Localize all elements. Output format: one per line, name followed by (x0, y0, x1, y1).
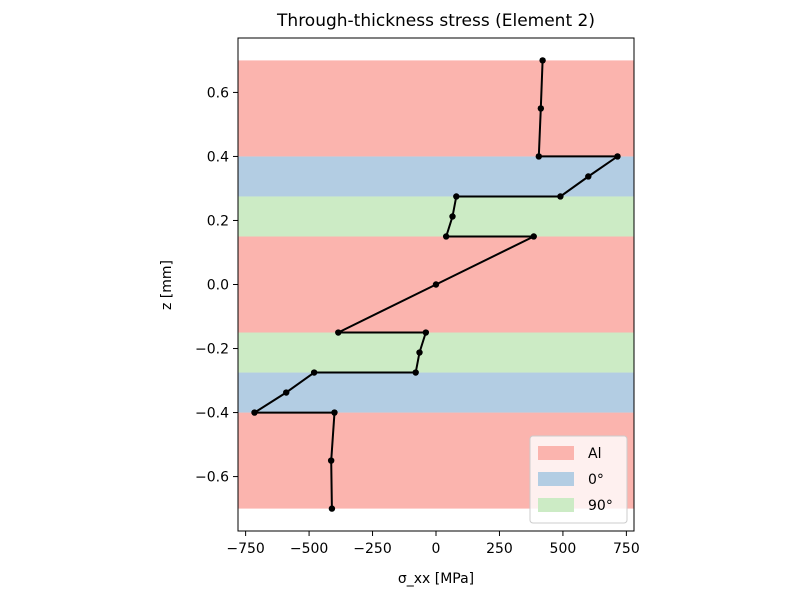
data-point-14 (453, 193, 460, 200)
x-tick-label-4: 250 (486, 541, 513, 557)
y-tick-label-3: 0.0 (207, 278, 229, 294)
y-tick-label-5: 0.4 (207, 149, 229, 165)
data-point-17 (614, 153, 621, 160)
data-point-3 (251, 409, 258, 416)
data-point-19 (537, 105, 545, 112)
x-axis-label: σ_xx [MPa] (398, 571, 474, 587)
data-point-1 (327, 457, 335, 464)
layer-band-5 (238, 156, 634, 197)
data-point-6 (412, 369, 419, 376)
layer-band-4 (238, 196, 634, 237)
x-tick-label-6: 750 (613, 541, 640, 557)
legend: Al 0° 90° (529, 435, 628, 524)
data-point-11 (530, 233, 537, 240)
data-point-2 (331, 409, 338, 416)
layer-band-2 (238, 332, 634, 373)
layer-bands (238, 60, 634, 509)
data-point-9 (335, 329, 342, 336)
y-tick-label-6: 0.6 (207, 85, 229, 101)
x-tick-label-0: −750 (226, 541, 264, 557)
y-tick-label-2: −0.2 (195, 342, 229, 358)
data-point-8 (422, 329, 430, 336)
y-tick-label-4: 0.2 (207, 213, 229, 229)
y-tick-label-1: −0.4 (195, 406, 229, 422)
legend-label-0: Al (588, 446, 601, 462)
data-point-12 (442, 233, 450, 240)
data-point-16 (585, 173, 592, 180)
x-tick-label-1: −500 (290, 541, 328, 557)
legend-label-1: 0° (588, 472, 604, 488)
legend-label-2: 90° (588, 498, 613, 514)
layer-band-1 (238, 372, 634, 413)
data-point-20 (539, 57, 546, 64)
data-point-7 (416, 349, 423, 356)
x-tick-label-2: −250 (353, 541, 391, 557)
stress-series (251, 57, 621, 512)
legend-swatch-0 (538, 446, 574, 460)
x-tick-label-3: 0 (432, 541, 441, 557)
x-tick-label-5: 500 (550, 541, 577, 557)
data-point-4 (283, 389, 290, 396)
y-axis-label: z [mm] (159, 260, 175, 310)
layer-band-6 (238, 60, 634, 157)
data-point-10 (432, 281, 440, 288)
data-point-5 (310, 369, 318, 376)
legend-swatch-2 (538, 498, 574, 512)
y-tick-label-0: −0.6 (195, 470, 229, 486)
axes: −750 −500 −250 0 250 500 750 −0.6 −0.4 −0.2 0.0 0.2… (195, 37, 640, 557)
data-point-13 (449, 213, 456, 220)
legend-swatch-1 (538, 472, 574, 486)
data-point-0 (328, 505, 336, 512)
chart-title: Through-thickness stress (Element 2) (276, 11, 595, 31)
data-point-15 (557, 193, 564, 200)
data-point-18 (535, 153, 543, 160)
